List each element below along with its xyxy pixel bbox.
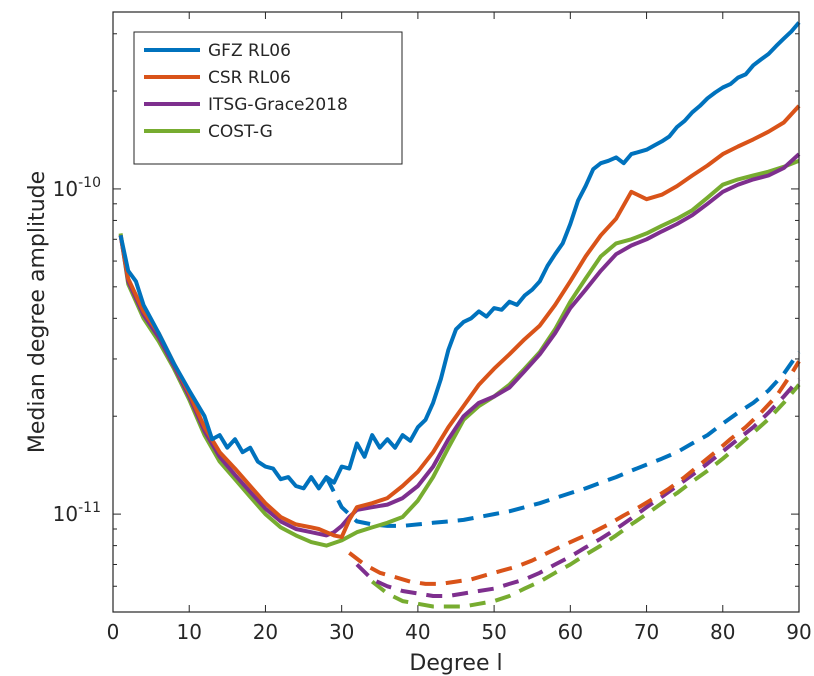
y-axis-title: Median degree amplitude <box>25 171 50 453</box>
series-itsg-grace2018-solid-line <box>118 152 801 538</box>
x-tick-label: 60 <box>558 620 583 644</box>
series-csr-rl06-dashed-line <box>348 360 801 586</box>
legend-box <box>133 31 403 165</box>
x-tick-label: 90 <box>786 620 811 644</box>
y-tick-base: 10 <box>53 177 78 201</box>
y-tick-exponent: -11 <box>78 500 101 516</box>
legend-label-itsg: ITSG-Grace2018 <box>208 95 348 115</box>
legend: GFZ RL06 CSR RL06 ITSG-Grace2018 COST-G <box>133 31 403 165</box>
x-tick-label: 10 <box>176 620 201 644</box>
series-cost-g-solid-line <box>118 158 800 548</box>
legend-label-csr: CSR RL06 <box>208 68 291 88</box>
series-csr-rl06-solid-line <box>118 104 801 540</box>
x-tick-label: 20 <box>253 620 278 644</box>
x-tick-label: 70 <box>634 620 659 644</box>
y-tick-base: 10 <box>53 502 78 526</box>
x-tick-label: 80 <box>710 620 735 644</box>
x-tick-label: 0 <box>107 620 120 644</box>
y-tick-label: 10-11 <box>53 500 101 526</box>
legend-label-costg: COST-G <box>208 122 273 142</box>
series-cost-g-dashed-line <box>370 383 801 609</box>
series-gfz-rl06-solid-line <box>118 21 801 491</box>
y-tick-exponent: -10 <box>78 175 101 191</box>
x-axis-title: Degree l <box>409 651 502 676</box>
series-layer <box>118 21 801 609</box>
series-gfz-rl06-dashed-line <box>324 350 801 528</box>
x-tick-label: 30 <box>329 620 354 644</box>
x-tick-label: 40 <box>405 620 430 644</box>
legend-label-gfz: GFZ RL06 <box>208 41 291 61</box>
x-tick-label: 50 <box>481 620 506 644</box>
plot-frame <box>112 11 800 613</box>
y-tick-label: 10-10 <box>53 175 101 201</box>
series-itsg-grace2018-dashed-line <box>355 377 801 598</box>
